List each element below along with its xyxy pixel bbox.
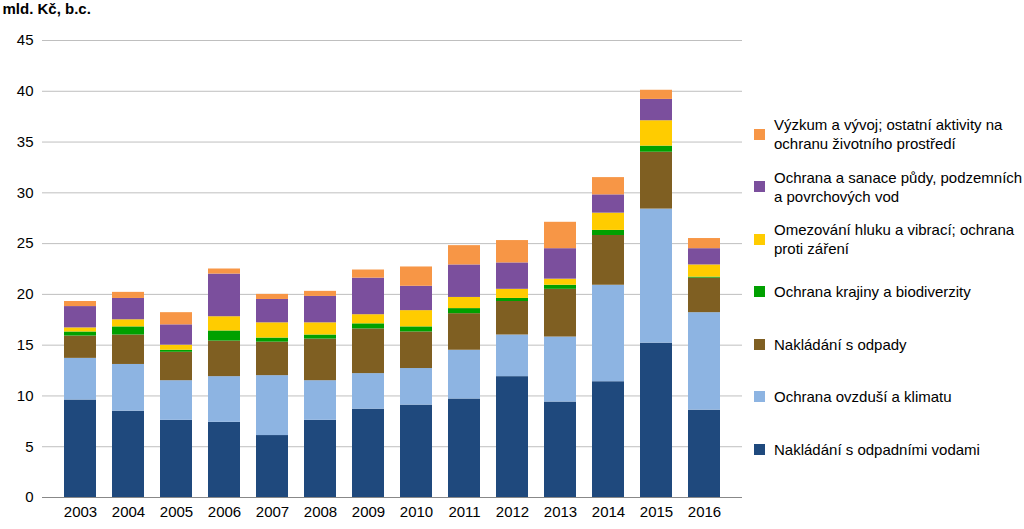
svg-text:2011: 2011 xyxy=(448,503,480,520)
svg-text:mld. Kč, b.c.: mld. Kč, b.c. xyxy=(3,0,91,17)
html-text:Ochrana krajiny a biodiverzity: Ochrana krajiny a biodiverzity xyxy=(774,283,971,301)
svg-text:2016: 2016 xyxy=(688,503,721,520)
svg-text:10: 10 xyxy=(17,387,34,404)
svg-text:2008: 2008 xyxy=(304,503,337,520)
svg-text:2014: 2014 xyxy=(592,503,625,520)
svg-text:2013: 2013 xyxy=(544,503,577,520)
svg-text:25: 25 xyxy=(17,234,34,251)
svg-text:2012: 2012 xyxy=(496,503,529,520)
svg-text:2015: 2015 xyxy=(640,503,673,520)
html-text:Nakládání s odpadními vodami: Nakládání s odpadními vodami xyxy=(774,440,980,458)
svg-text:2003: 2003 xyxy=(64,503,97,520)
svg-text:2009: 2009 xyxy=(352,503,385,520)
svg-text:15: 15 xyxy=(17,336,34,353)
svg-text:0: 0 xyxy=(25,488,33,505)
html-text:Ochrana a sanace půdy, podzemn: Ochrana a sanace půdy, podzemních a povr… xyxy=(774,168,1023,205)
svg-text:35: 35 xyxy=(17,133,34,150)
svg-text:2006: 2006 xyxy=(208,503,241,520)
svg-text:20: 20 xyxy=(17,285,34,302)
html-text:Nakládání s odpady: Nakládání s odpady xyxy=(774,335,907,353)
svg-text:2005: 2005 xyxy=(160,503,193,520)
svg-text:40: 40 xyxy=(17,82,34,99)
svg-text:45: 45 xyxy=(17,31,34,48)
svg-text:2004: 2004 xyxy=(112,503,145,520)
html-text:Omezování hluku a vibrací; och: Omezování hluku a vibrací; ochrana proti… xyxy=(774,221,1015,258)
svg-text:5: 5 xyxy=(25,438,33,455)
svg-text:2010: 2010 xyxy=(400,503,433,520)
svg-text:2007: 2007 xyxy=(256,503,289,520)
svg-text:30: 30 xyxy=(17,184,34,201)
html-text:Ochrana ovzduší a klimatu: Ochrana ovzduší a klimatu xyxy=(774,388,952,406)
html-text:Výzkum a vývoj; ostatní aktivi: Výzkum a vývoj; ostatní aktivity na ochr… xyxy=(774,116,1003,153)
